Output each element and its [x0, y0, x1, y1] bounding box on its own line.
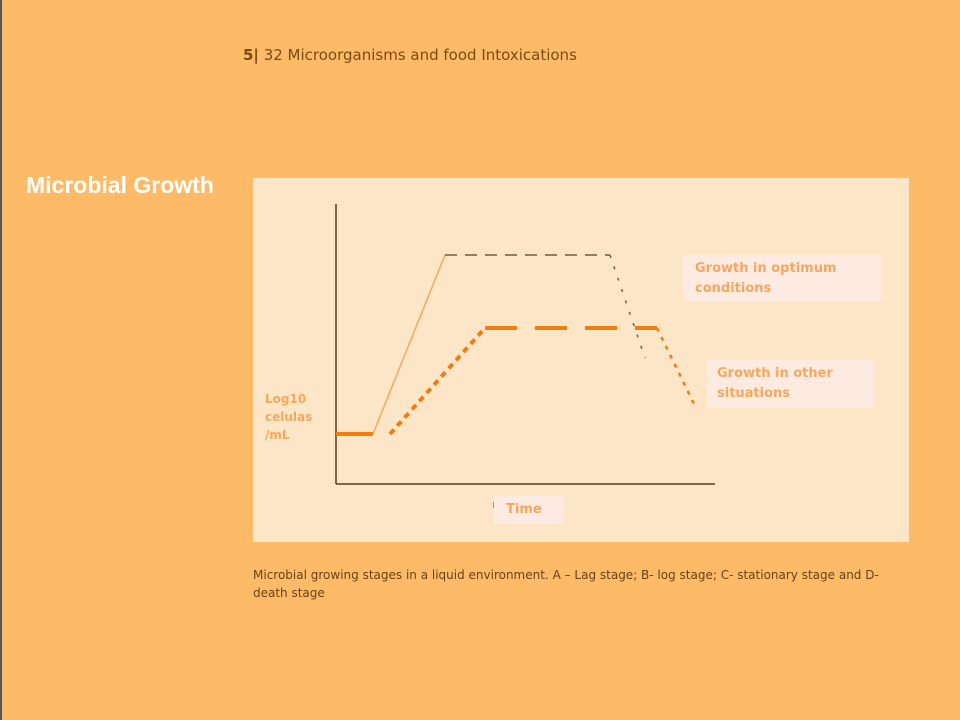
growth-diagram-panel: Growth in optimum conditions Growth in o… — [253, 178, 909, 542]
other-death-phase — [655, 327, 696, 405]
figure-caption: Microbial growing stages in a liquid env… — [253, 568, 879, 600]
slide-border — [0, 0, 2, 720]
course-title: 32 Microorganisms and food Intoxications — [263, 46, 577, 64]
other-log-phase — [388, 326, 487, 436]
legend-optimum: Growth in optimum conditions — [683, 255, 881, 301]
slide-number: 5| — [243, 46, 259, 64]
slide-title: Microbial Growth — [26, 172, 214, 198]
y-axis-label: Log10 celulas /mL — [265, 392, 313, 442]
optimum-death-phase — [609, 254, 646, 359]
optimum-log-phase — [372, 254, 446, 435]
slide-header: 5| 32 Microorganisms and food Intoxicati… — [243, 46, 577, 64]
x-axis-label: Time — [494, 496, 564, 524]
legend-other-situations: Growth in other situations — [707, 360, 873, 408]
growth-curve-diagram — [335, 204, 715, 508]
